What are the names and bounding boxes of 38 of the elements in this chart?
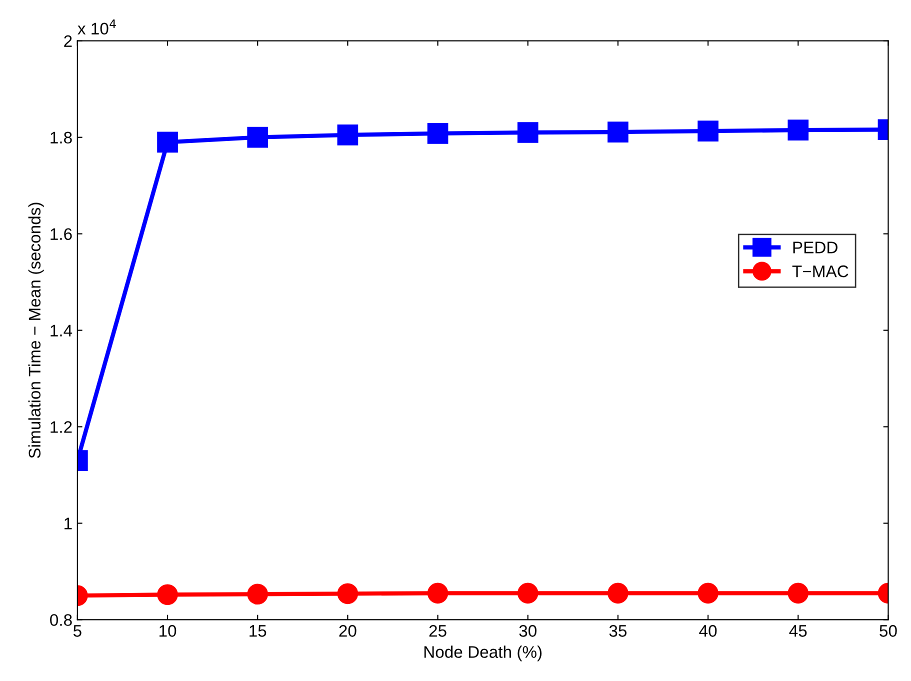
x-tick-label: 50 <box>880 625 897 637</box>
point <box>157 132 178 153</box>
point <box>608 122 628 142</box>
legend-label: PEDD <box>793 242 838 254</box>
y-tick-label: 1.4 <box>50 324 72 336</box>
x-tick-label: 40 <box>699 625 717 637</box>
x-tick-label: 10 <box>160 625 176 637</box>
y-tick-label: 1.2 <box>50 421 72 433</box>
y-axis-title: Simulation Time − Mean (seconds) <box>28 202 44 458</box>
point <box>427 582 448 604</box>
y-tick-label: 1.6 <box>50 228 72 240</box>
point <box>517 122 538 143</box>
x-tick-label: 5 <box>73 625 82 637</box>
point <box>517 582 538 604</box>
point <box>247 584 268 605</box>
x-tick-label: 45 <box>789 625 807 637</box>
text: x 10$^{4}$ <box>78 20 116 35</box>
point <box>157 584 178 606</box>
x-tick-label: 20 <box>339 625 356 637</box>
point <box>247 126 268 148</box>
point <box>427 123 448 144</box>
point <box>698 120 718 142</box>
point <box>698 582 718 604</box>
y-tick-label: 1 <box>64 518 72 530</box>
legend-label: T−MAC <box>792 265 848 278</box>
point <box>608 582 628 604</box>
x-tick-label: 15 <box>250 625 266 637</box>
y-tick-label: 0.8 <box>50 614 72 626</box>
y-tick-label: 2 <box>64 35 72 47</box>
x-axis-title: Node Death (%) <box>424 646 542 662</box>
x-tick-label: 25 <box>429 625 446 637</box>
point <box>788 120 809 141</box>
point <box>788 582 809 604</box>
y-tick-label: 1.8 <box>50 132 72 144</box>
point <box>337 124 358 146</box>
point <box>337 583 358 604</box>
x-tick-label: 35 <box>609 625 627 637</box>
x-tick-label: 30 <box>519 625 536 637</box>
